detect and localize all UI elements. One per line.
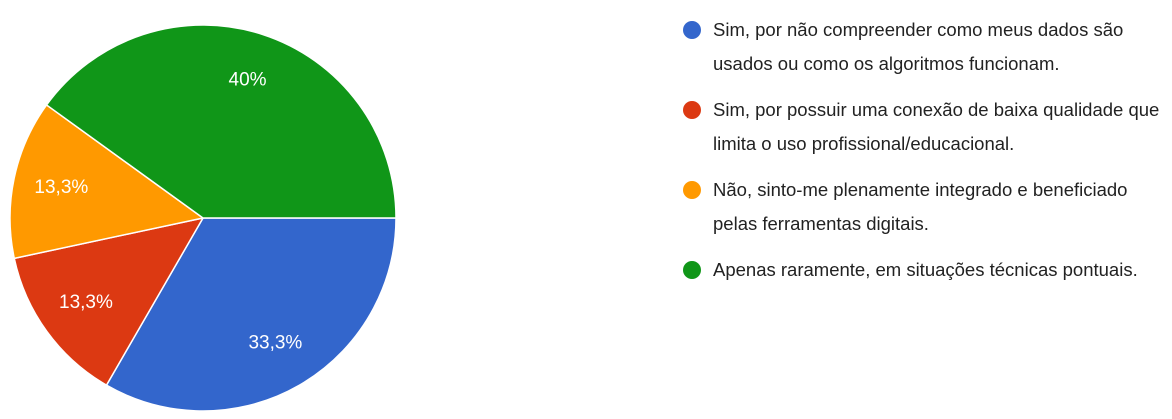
slice-label: 13,3% [59,292,113,313]
slice-label: 33,3% [248,332,302,353]
legend-swatch [683,181,701,199]
pie-slice [13,216,205,387]
pie-slice [9,103,205,260]
legend: Sim, por não compreender como meus dados… [683,13,1165,300]
slice-label: 13,3% [34,177,88,198]
legend-swatch [683,101,701,119]
legend-label: Sim, por possuir uma conexão de baixa qu… [713,99,1160,154]
legend-label: Sim, por não compreender como meus dados… [713,19,1124,74]
pie-slice [45,24,397,219]
pie-slice [105,217,397,412]
legend-item: Não, sinto-me plenamente integrado e ben… [683,173,1165,240]
legend-item: Sim, por possuir uma conexão de baixa qu… [683,93,1165,160]
legend-label: Apenas raramente, em situações técnicas … [713,259,1138,280]
legend-label: Não, sinto-me plenamente integrado e ben… [713,179,1128,234]
legend-item: Apenas raramente, em situações técnicas … [683,253,1165,287]
pie-chart: 33,3% 13,3% 13,3% 40% [9,24,397,412]
legend-swatch [683,261,701,279]
legend-swatch [683,21,701,39]
legend-item: Sim, por não compreender como meus dados… [683,13,1165,80]
slice-label: 40% [229,69,267,90]
